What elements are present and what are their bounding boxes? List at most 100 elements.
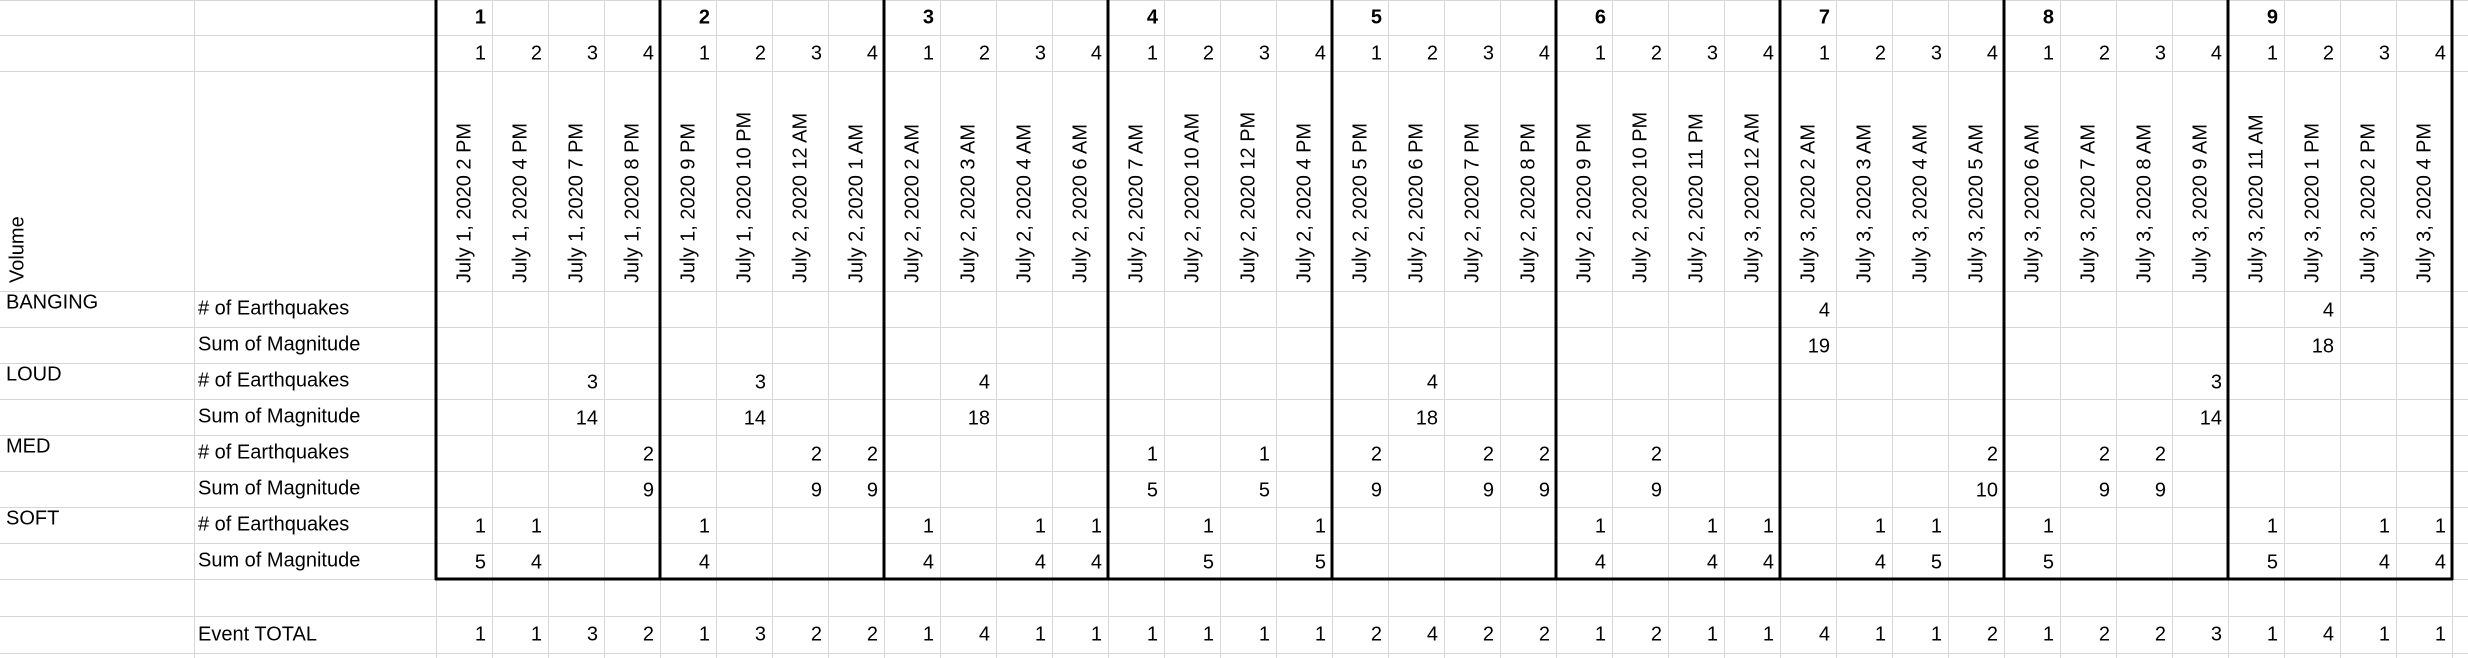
total-value: 2	[811, 623, 822, 645]
sub-index: 1	[475, 42, 486, 64]
cell-value: 2	[1987, 443, 1998, 465]
metric-label: # of Earthquakes	[198, 513, 349, 535]
total-value: 1	[1035, 623, 1046, 645]
date-label: July 2, 2020 3 AM	[957, 124, 979, 283]
cell-value: 14	[576, 407, 598, 429]
total-value: 1	[1763, 623, 1774, 645]
cell-value: 1	[2379, 515, 2390, 537]
cell-value: 14	[744, 407, 766, 429]
total-value: 1	[1931, 623, 1942, 645]
cell-value: 5	[1931, 551, 1942, 573]
cell-value: 18	[1416, 407, 1438, 429]
total-value: 1	[1259, 623, 1270, 645]
total-value: 2	[1371, 623, 1382, 645]
group-number: 9	[2267, 6, 2278, 28]
sub-index: 4	[643, 42, 654, 64]
date-label: July 2, 2020 7 AM	[1125, 124, 1147, 283]
sub-index: 4	[2435, 42, 2446, 64]
cell-value: 4	[2435, 551, 2446, 573]
cell-value: 3	[755, 371, 766, 393]
cell-value: 4	[1707, 551, 1718, 573]
cell-value: 2	[2155, 443, 2166, 465]
sub-index: 4	[867, 42, 878, 64]
date-label: July 3, 2020 1 PM	[2301, 123, 2323, 283]
cell-value: 5	[1203, 551, 1214, 573]
cell-value: 1	[1203, 515, 1214, 537]
cell-value: 2	[1371, 443, 1382, 465]
cell-value: 1	[1259, 443, 1270, 465]
cell-value: 9	[2099, 479, 2110, 501]
sub-index: 2	[979, 42, 990, 64]
date-label: July 2, 2020 8 PM	[1517, 123, 1539, 283]
total-value: 2	[867, 623, 878, 645]
total-value: 1	[2043, 623, 2054, 645]
total-value: 2	[1483, 623, 1494, 645]
sub-index: 1	[1819, 42, 1830, 64]
total-value: 3	[587, 623, 598, 645]
total-value: 2	[2155, 623, 2166, 645]
sub-index: 2	[1651, 42, 1662, 64]
date-label: July 3, 2020 2 PM	[2357, 123, 2379, 283]
sub-index: 4	[1987, 42, 1998, 64]
total-value: 1	[1707, 623, 1718, 645]
cell-value: 2	[867, 443, 878, 465]
date-label: July 3, 2020 7 AM	[2077, 124, 2099, 283]
sub-index: 1	[2043, 42, 2054, 64]
metric-label: Sum of Magnitude	[198, 477, 360, 499]
sub-index: 2	[2099, 42, 2110, 64]
cell-value: 9	[811, 479, 822, 501]
date-label: July 1, 2020 9 PM	[677, 123, 699, 283]
date-label: July 2, 2020 10 PM	[1629, 112, 1651, 283]
metric-label: # of Earthquakes	[198, 441, 349, 463]
sub-index: 1	[699, 42, 710, 64]
date-label: July 3, 2020 8 AM	[2133, 124, 2155, 283]
total-value: 2	[2099, 623, 2110, 645]
cell-value: 10	[1976, 479, 1998, 501]
date-label: July 2, 2020 2 AM	[901, 124, 923, 283]
sub-index: 3	[2155, 42, 2166, 64]
cell-value: 9	[867, 479, 878, 501]
date-label: July 2, 2020 6 AM	[1069, 124, 1091, 283]
total-value: 1	[1875, 623, 1886, 645]
sub-index: 3	[1035, 42, 1046, 64]
cell-value: 4	[1035, 551, 1046, 573]
metric-label: # of Earthquakes	[198, 369, 349, 391]
total-value: 2	[1651, 623, 1662, 645]
cell-value: 1	[2435, 515, 2446, 537]
cell-value: 4	[699, 551, 710, 573]
cell-value: 4	[1595, 551, 1606, 573]
cell-value: 14	[2200, 407, 2222, 429]
cell-value: 5	[2267, 551, 2278, 573]
sub-index: 3	[2379, 42, 2390, 64]
cell-value: 5	[1315, 551, 1326, 573]
cell-value: 5	[1259, 479, 1270, 501]
sub-index: 2	[1427, 42, 1438, 64]
sub-index: 4	[2211, 42, 2222, 64]
total-value: 4	[1427, 623, 1438, 645]
date-label: July 2, 2020 4 AM	[1013, 124, 1035, 283]
date-label: July 2, 2020 9 PM	[1573, 123, 1595, 283]
total-value: 4	[979, 623, 990, 645]
date-label: July 1, 2020 10 PM	[733, 112, 755, 283]
date-label: July 2, 2020 5 PM	[1349, 123, 1371, 283]
cell-value: 4	[2323, 299, 2334, 321]
date-label: July 2, 2020 1 AM	[845, 124, 867, 283]
cell-value: 4	[1091, 551, 1102, 573]
date-label: July 3, 2020 4 PM	[2413, 123, 2435, 283]
cell-value: 2	[1651, 443, 1662, 465]
sub-index: 2	[1875, 42, 1886, 64]
group-number: 5	[1371, 6, 1382, 28]
sub-index: 3	[1483, 42, 1494, 64]
total-value: 2	[1539, 623, 1550, 645]
total-value: 3	[755, 623, 766, 645]
section-name: LOUD	[6, 363, 62, 385]
cell-value: 9	[1483, 479, 1494, 501]
group-number: 3	[923, 6, 934, 28]
sub-index: 3	[1931, 42, 1942, 64]
cell-value: 1	[1931, 515, 1942, 537]
section-name: MED	[6, 435, 50, 457]
cell-value: 4	[1875, 551, 1886, 573]
group-number: 7	[1819, 6, 1830, 28]
sub-index: 4	[1763, 42, 1774, 64]
sub-index: 4	[1315, 42, 1326, 64]
